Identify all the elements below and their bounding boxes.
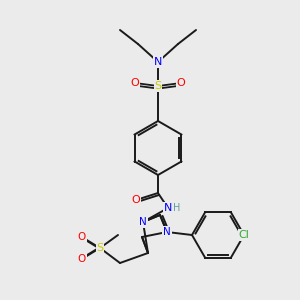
Text: O: O bbox=[177, 78, 185, 88]
Text: S: S bbox=[96, 243, 103, 253]
Text: O: O bbox=[132, 195, 140, 205]
Text: N: N bbox=[154, 57, 162, 67]
Text: H: H bbox=[173, 203, 181, 213]
Text: N: N bbox=[139, 217, 147, 227]
Text: O: O bbox=[130, 78, 140, 88]
Text: O: O bbox=[78, 254, 86, 264]
Text: N: N bbox=[164, 203, 172, 213]
Text: N: N bbox=[163, 227, 171, 237]
Text: O: O bbox=[78, 232, 86, 242]
Text: Cl: Cl bbox=[238, 230, 249, 240]
Text: S: S bbox=[154, 81, 162, 91]
